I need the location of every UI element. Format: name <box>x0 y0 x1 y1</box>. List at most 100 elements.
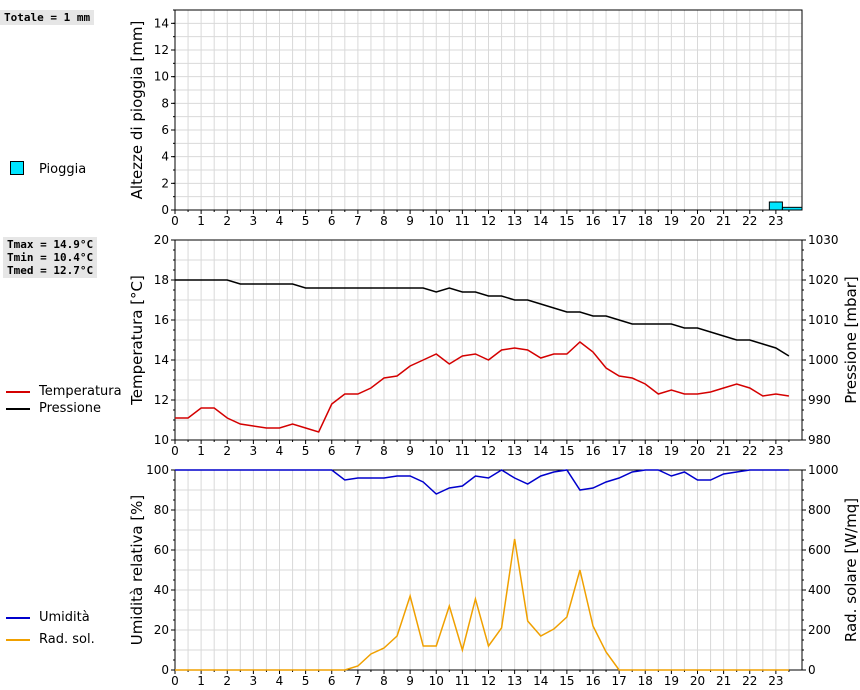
x-tick-label: 6 <box>328 214 336 228</box>
y2-tick-label: 0 <box>808 663 816 677</box>
x-tick-label: 8 <box>380 214 388 228</box>
x-tick-label: 9 <box>406 674 414 688</box>
radiation-legend-swatch <box>6 639 30 641</box>
y-tick-label: 4 <box>161 150 169 164</box>
y2-tick-label: 800 <box>808 503 831 517</box>
temperatura-line <box>175 341 790 433</box>
x-tick-label: 19 <box>664 214 679 228</box>
umidit-line <box>175 469 789 495</box>
y2-tick-label: 1000 <box>808 463 839 477</box>
x-tick-label: 15 <box>559 444 574 458</box>
y2-axis-label: Pressione [mbar] <box>842 276 860 404</box>
x-tick-label: 12 <box>481 444 496 458</box>
y-tick-label: 0 <box>161 203 169 217</box>
x-tick-label: 2 <box>223 214 231 228</box>
x-tick-label: 7 <box>354 214 362 228</box>
x-tick-label: 1 <box>197 444 205 458</box>
y-tick-label: 14 <box>154 353 169 367</box>
x-tick-label: 14 <box>533 444 548 458</box>
x-tick-label: 23 <box>768 444 783 458</box>
x-tick-label: 17 <box>611 674 626 688</box>
rain-total-box: Totale = 1 mm <box>0 10 95 25</box>
x-tick-label: 13 <box>507 674 522 688</box>
y2-tick-label: 1000 <box>808 353 839 367</box>
x-tick-label: 2 <box>223 444 231 458</box>
x-tick-label: 10 <box>429 444 444 458</box>
x-tick-label: 20 <box>690 444 705 458</box>
x-tick-label: 10 <box>429 214 444 228</box>
x-tick-label: 9 <box>406 214 414 228</box>
x-tick-label: 4 <box>276 674 284 688</box>
x-tick-label: 13 <box>507 214 522 228</box>
y2-tick-label: 1010 <box>808 313 839 327</box>
x-tick-label: 6 <box>328 444 336 458</box>
x-tick-label: 18 <box>638 674 653 688</box>
x-tick-label: 3 <box>250 444 258 458</box>
x-tick-label: 21 <box>716 214 731 228</box>
x-tick-label: 17 <box>611 214 626 228</box>
x-tick-label: 12 <box>481 214 496 228</box>
x-tick-label: 22 <box>742 674 757 688</box>
y-tick-label: 18 <box>154 273 169 287</box>
tmed-text: Tmed = 12.7°C <box>7 264 94 277</box>
y-tick-label: 2 <box>161 176 169 190</box>
x-tick-label: 14 <box>533 674 548 688</box>
tmax-text: Tmax = 14.9°C <box>7 238 94 251</box>
rain-bar <box>768 201 783 211</box>
rain-bar <box>781 206 803 211</box>
rad-sol-line <box>175 538 789 671</box>
x-tick-label: 4 <box>276 214 284 228</box>
y-axis-label: Temperatura [°C] <box>128 275 146 406</box>
x-tick-label: 13 <box>507 444 522 458</box>
x-tick-label: 5 <box>302 674 310 688</box>
y-tick-label: 14 <box>154 16 169 30</box>
x-tick-label: 23 <box>768 674 783 688</box>
y-tick-label: 60 <box>154 543 169 557</box>
x-tick-label: 1 <box>197 674 205 688</box>
x-tick-label: 8 <box>380 444 388 458</box>
x-tick-label: 2 <box>223 674 231 688</box>
x-tick-label: 8 <box>380 674 388 688</box>
x-tick-label: 15 <box>559 214 574 228</box>
y2-tick-label: 1020 <box>808 273 839 287</box>
temperature-legend-swatch <box>6 391 30 393</box>
y2-tick-label: 200 <box>808 623 831 637</box>
y-tick-label: 8 <box>161 96 169 110</box>
x-tick-label: 3 <box>250 674 258 688</box>
y2-tick-label: 990 <box>808 393 831 407</box>
temperature-stats-box: Tmax = 14.9°C Tmin = 10.4°C Tmed = 12.7°… <box>3 237 98 278</box>
x-tick-label: 22 <box>742 444 757 458</box>
x-tick-label: 10 <box>429 674 444 688</box>
x-tick-label: 22 <box>742 214 757 228</box>
y-tick-label: 40 <box>154 583 169 597</box>
humidity-legend-swatch <box>6 617 30 619</box>
tmin-text: Tmin = 10.4°C <box>7 251 94 264</box>
y-axis-label: Altezze di pioggia [mm] <box>128 21 146 200</box>
y-tick-label: 10 <box>154 70 169 84</box>
pressure-legend-label: Pressione <box>39 401 102 416</box>
pressione-line <box>175 279 790 357</box>
y-tick-label: 0 <box>161 663 169 677</box>
x-tick-label: 16 <box>585 674 600 688</box>
y-tick-label: 12 <box>154 393 169 407</box>
x-tick-label: 0 <box>171 214 179 228</box>
rain-legend-label: Pioggia <box>39 162 87 177</box>
y2-tick-label: 980 <box>808 433 831 447</box>
y-tick-label: 10 <box>154 433 169 447</box>
x-tick-label: 16 <box>585 214 600 228</box>
x-tick-label: 19 <box>664 444 679 458</box>
x-tick-label: 19 <box>664 674 679 688</box>
x-tick-label: 11 <box>455 214 470 228</box>
y2-axis-label: Rad. solare [W/mq] <box>842 498 860 642</box>
x-tick-label: 12 <box>481 674 496 688</box>
x-tick-label: 20 <box>690 214 705 228</box>
x-tick-label: 21 <box>716 674 731 688</box>
rain-legend-swatch <box>10 161 24 175</box>
x-tick-label: 4 <box>276 444 284 458</box>
rain-total-text: Totale = 1 mm <box>4 11 91 24</box>
x-tick-label: 6 <box>328 674 336 688</box>
x-tick-label: 0 <box>171 674 179 688</box>
temperature-legend-label: Temperatura <box>39 384 122 399</box>
y-tick-label: 16 <box>154 313 169 327</box>
